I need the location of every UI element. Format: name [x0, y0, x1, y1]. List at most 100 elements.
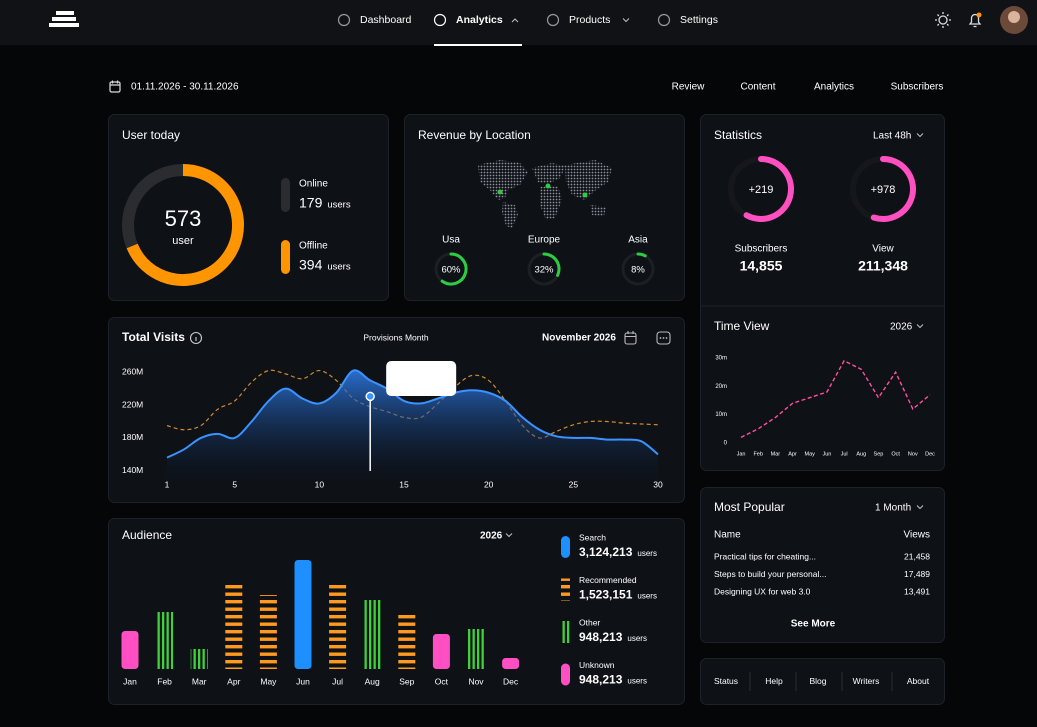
- column-header: Views: [904, 530, 931, 541]
- x-tick-label: Nov: [908, 451, 918, 457]
- x-tick-label: Jun: [822, 451, 831, 457]
- nav-item[interactable]: Dashboard: [360, 14, 412, 26]
- article-name[interactable]: Practical tips for cheating...: [714, 551, 816, 561]
- nav-icon: [337, 13, 351, 27]
- active-tab-underline: [434, 44, 522, 46]
- period-select[interactable]: 2026: [890, 322, 913, 333]
- footer-link[interactable]: About: [907, 676, 930, 686]
- y-tick-label: 30m: [715, 356, 727, 362]
- x-tick-label: May: [805, 451, 816, 457]
- article-name[interactable]: Steps to build your personal...: [714, 569, 826, 579]
- comparison-line: [166, 369, 659, 439]
- y-tick-label: 260M: [122, 366, 143, 376]
- tooltip-value: 892,443: [394, 377, 439, 391]
- article-name[interactable]: Designing UX for web 3.0: [714, 586, 811, 596]
- map-markers: [497, 183, 588, 198]
- area: [167, 370, 658, 479]
- tooltip-point: [365, 391, 375, 402]
- stat-name: Subscribers: [735, 244, 788, 255]
- period-select[interactable]: 1 Month: [875, 503, 911, 514]
- period-calendar-icon[interactable]: [624, 331, 637, 345]
- x-tick-label: Dec: [925, 451, 935, 457]
- card-statistics: [700, 114, 945, 471]
- ring-decor: [870, 156, 916, 222]
- legend-unit: users: [627, 634, 647, 643]
- chart-subtitle: Provisions Month: [363, 332, 428, 342]
- y-tick-label: 220M: [122, 399, 143, 409]
- world-map: [478, 160, 612, 228]
- stat-name: View: [872, 244, 894, 255]
- stat-change: +219: [749, 184, 774, 196]
- stat-change: +978: [871, 184, 896, 196]
- chevron: [505, 533, 513, 538]
- legend-value: 179: [299, 195, 323, 211]
- tab[interactable]: Content: [740, 82, 775, 93]
- x-tick-label: 30: [653, 479, 663, 489]
- bar: [294, 560, 312, 669]
- chevron: [511, 18, 519, 23]
- ring-decor: [743, 156, 794, 222]
- legend-total: 3,124,213: [579, 545, 633, 559]
- nav-item[interactable]: Analytics: [456, 14, 503, 26]
- x-tick-label: Sep: [399, 676, 414, 686]
- article-views: 21,458: [904, 551, 930, 561]
- nav-item[interactable]: Products: [569, 14, 610, 26]
- top-bar: [0, 0, 1037, 45]
- card-title: Audience: [122, 528, 172, 542]
- date-range[interactable]: 01.11.2026 - 30.11.2026: [131, 82, 239, 93]
- x-tick-label: Sep: [874, 451, 884, 457]
- x-tick-label: Jul: [332, 676, 343, 686]
- bar: [329, 585, 347, 669]
- footer-link[interactable]: Status: [714, 676, 738, 686]
- nav-item[interactable]: Settings: [680, 14, 718, 26]
- ring-label: 8%: [631, 265, 645, 276]
- logo[interactable]: [49, 11, 79, 27]
- legend-name: Online: [299, 179, 328, 190]
- article-views: 13,491: [904, 586, 930, 596]
- top-icons[interactable]: [935, 12, 982, 28]
- legend-swatch: [281, 240, 290, 274]
- card-title: Statistics: [714, 128, 762, 142]
- menu-icon[interactable]: [656, 331, 671, 345]
- ring-segment: [122, 164, 184, 249]
- bar: [156, 612, 174, 669]
- x-tick-label: 10: [315, 479, 325, 489]
- calendar-icon[interactable]: [109, 80, 121, 93]
- tab[interactable]: Subscribers: [891, 82, 944, 93]
- x-tick-label: 1: [165, 479, 170, 489]
- stat-value: 211,348: [858, 258, 908, 274]
- legend-name: Offline: [299, 241, 328, 252]
- y-tick-label: 10m: [715, 412, 727, 418]
- period-select[interactable]: 2026: [480, 531, 503, 542]
- x-tick-label: Jan: [737, 451, 746, 457]
- tab[interactable]: Review: [672, 82, 706, 93]
- ring-value: [542, 252, 561, 277]
- legend-swatch: [561, 621, 570, 643]
- x-tick-label: Mar: [771, 451, 781, 457]
- footer-link[interactable]: Writers: [853, 676, 880, 686]
- region-name: Asia: [628, 235, 648, 246]
- period-select[interactable]: Last 48h: [873, 131, 911, 142]
- tab[interactable]: Analytics: [814, 82, 854, 93]
- total-unit: user: [172, 235, 194, 247]
- chevron: [916, 133, 924, 138]
- bar: [363, 600, 381, 669]
- see-more[interactable]: See More: [791, 619, 836, 630]
- notification-dot: [976, 12, 982, 18]
- footer-link[interactable]: Help: [765, 676, 783, 686]
- period-select[interactable]: November 2026: [542, 333, 616, 344]
- region-name: Usa: [442, 235, 460, 246]
- footer-link[interactable]: Blog: [809, 676, 826, 686]
- card-audience: [108, 518, 685, 705]
- menu-dots: [659, 337, 668, 339]
- visits-line: [166, 369, 659, 459]
- x-tick-label: Dec: [503, 676, 519, 686]
- card-footer: [700, 658, 945, 705]
- line: [740, 359, 931, 438]
- info-icon[interactable]: [189, 331, 203, 345]
- x-tick-label: Apr: [788, 451, 797, 457]
- x-tick-label: 5: [232, 479, 237, 489]
- legend-value: 394: [299, 257, 323, 273]
